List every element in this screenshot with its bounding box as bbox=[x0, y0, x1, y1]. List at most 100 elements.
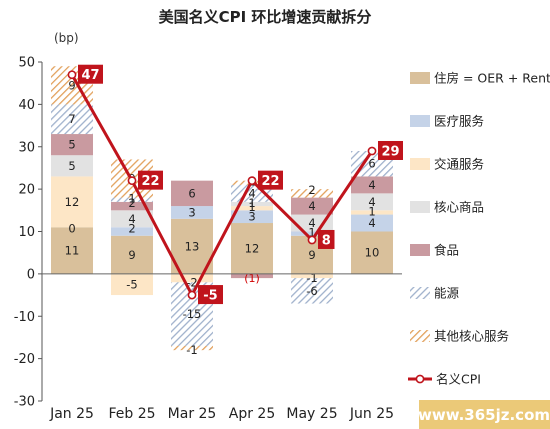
bar-segment bbox=[111, 227, 153, 236]
legend-swatch bbox=[410, 72, 430, 84]
cpi-value-tag bbox=[78, 64, 103, 84]
cpi-line-path bbox=[70, 73, 374, 297]
cpi-value-label: 47 bbox=[81, 68, 99, 83]
segment-value-label: 4 bbox=[308, 216, 315, 230]
segment-value-label: 6 bbox=[368, 157, 375, 171]
bar-segment bbox=[351, 176, 393, 194]
legend-label: 核心商品 bbox=[434, 200, 484, 215]
segment-value-label: 1 bbox=[248, 196, 255, 210]
cpi-value-tag bbox=[258, 170, 283, 190]
cpi-value-label: 29 bbox=[381, 144, 399, 159]
bar-segment bbox=[231, 273, 273, 279]
segment-value-label: 4 bbox=[368, 195, 375, 209]
cpi-point bbox=[67, 70, 77, 80]
y-tick-label: 20 bbox=[18, 183, 35, 198]
legend-swatch bbox=[410, 244, 430, 256]
bar-series bbox=[51, 66, 393, 351]
bar-segment bbox=[111, 201, 153, 211]
cpi-point bbox=[127, 176, 137, 186]
bar-segment bbox=[51, 155, 93, 177]
y-tick-label: 40 bbox=[18, 98, 35, 113]
segment-value-label: 4 bbox=[308, 199, 315, 213]
watermark-text: www.365jz.com bbox=[418, 406, 550, 424]
cpi-point bbox=[367, 146, 377, 156]
y-tick-label: 50 bbox=[18, 56, 35, 71]
segment-value-label: 7 bbox=[68, 112, 75, 126]
bar-segment bbox=[171, 345, 213, 351]
x-tick-label: Jan 25 bbox=[49, 406, 94, 422]
segment-value-label: -2 bbox=[186, 275, 197, 289]
bar-segment bbox=[171, 218, 213, 274]
bar-segment bbox=[291, 273, 333, 279]
segment-value-label: 6 bbox=[188, 186, 195, 200]
bar-segment bbox=[351, 193, 393, 211]
bar-segment bbox=[51, 104, 93, 135]
x-tick-label: Apr 25 bbox=[229, 406, 275, 422]
cpi-value-label: -5 bbox=[203, 289, 217, 304]
bar-segment bbox=[231, 210, 273, 224]
segment-value-label: -1 bbox=[306, 271, 317, 285]
legend-swatch bbox=[410, 201, 430, 213]
segment-value-label: 10 bbox=[365, 246, 380, 260]
legend-swatch bbox=[410, 287, 430, 299]
cpi-point bbox=[187, 290, 197, 300]
y-axis: 50 40 30 20 10 0 -10 -20 -30 bbox=[14, 56, 43, 410]
bar-segment bbox=[111, 197, 153, 202]
y-tick-label: 30 bbox=[18, 140, 35, 155]
segment-value-label: 2 bbox=[128, 221, 135, 235]
segment-value-label: 2 bbox=[128, 196, 135, 210]
segment-value-label: 5 bbox=[68, 138, 75, 152]
segment-value-label: 12 bbox=[65, 195, 80, 209]
legend-line-marker bbox=[415, 374, 425, 384]
segment-value-label: 1 bbox=[248, 200, 255, 214]
bar-segment bbox=[291, 189, 333, 198]
legend-label: 住房 = OER + Rent bbox=[434, 71, 550, 86]
y-tick-label: 10 bbox=[18, 225, 35, 240]
bar-segment bbox=[51, 227, 93, 274]
bar-segment bbox=[171, 206, 213, 219]
x-tick-label: May 25 bbox=[286, 406, 337, 422]
cpi-value-label: 8 bbox=[322, 233, 331, 248]
segment-value-label: -5 bbox=[126, 277, 137, 291]
legend-label: 其他核心服务 bbox=[434, 329, 509, 344]
legend-swatch bbox=[410, 158, 430, 170]
cpi-value-label: 22 bbox=[261, 174, 279, 189]
bar-segment bbox=[171, 273, 213, 283]
cpi-value-tag bbox=[198, 285, 223, 305]
segment-value-label: 1 bbox=[128, 192, 135, 206]
legend-label: 食品 bbox=[434, 243, 459, 258]
bar-segment bbox=[51, 176, 93, 228]
bar-segment bbox=[291, 214, 333, 232]
cpi-value-tag bbox=[138, 170, 163, 190]
segment-value-label: 9 bbox=[308, 248, 315, 262]
legend-label: 能源 bbox=[434, 286, 460, 301]
x-tick-label: Mar 25 bbox=[168, 406, 217, 422]
legend-label: 交通服务 bbox=[434, 157, 484, 172]
bar-segment bbox=[231, 201, 273, 207]
y-tick-label: -30 bbox=[14, 395, 35, 410]
legend-swatch bbox=[410, 115, 430, 127]
y-tick-label: 0 bbox=[27, 267, 35, 282]
bar-segment bbox=[231, 223, 273, 274]
cpi-value-tag bbox=[378, 140, 403, 160]
cpi-value-label: 22 bbox=[141, 174, 159, 189]
segment-value-label: 4 bbox=[368, 216, 375, 230]
segment-value-label: 12 bbox=[245, 241, 260, 255]
watermark: www.365jz.com bbox=[418, 400, 550, 429]
bar-segment bbox=[351, 231, 393, 274]
segment-value-label: 4 bbox=[368, 178, 375, 192]
segment-value-label: -1 bbox=[186, 343, 197, 357]
segment-value-label: -6 bbox=[306, 284, 317, 298]
segment-value-label: 1 bbox=[308, 226, 315, 240]
legend: 住房 = OER + Rent 医疗服务交通服务核心商品食品能源其他核心服务名义C… bbox=[408, 71, 550, 387]
cpi-point bbox=[307, 235, 317, 245]
segment-value-label: 2 bbox=[308, 183, 315, 197]
bar-segment bbox=[291, 278, 333, 304]
bar-segment bbox=[291, 197, 333, 215]
y-tick-label: -20 bbox=[14, 352, 35, 367]
bar-segment bbox=[171, 180, 213, 207]
y-unit-label: (bp) bbox=[54, 31, 79, 45]
bar-segment bbox=[351, 214, 393, 232]
segment-value-label: 3 bbox=[188, 205, 195, 219]
